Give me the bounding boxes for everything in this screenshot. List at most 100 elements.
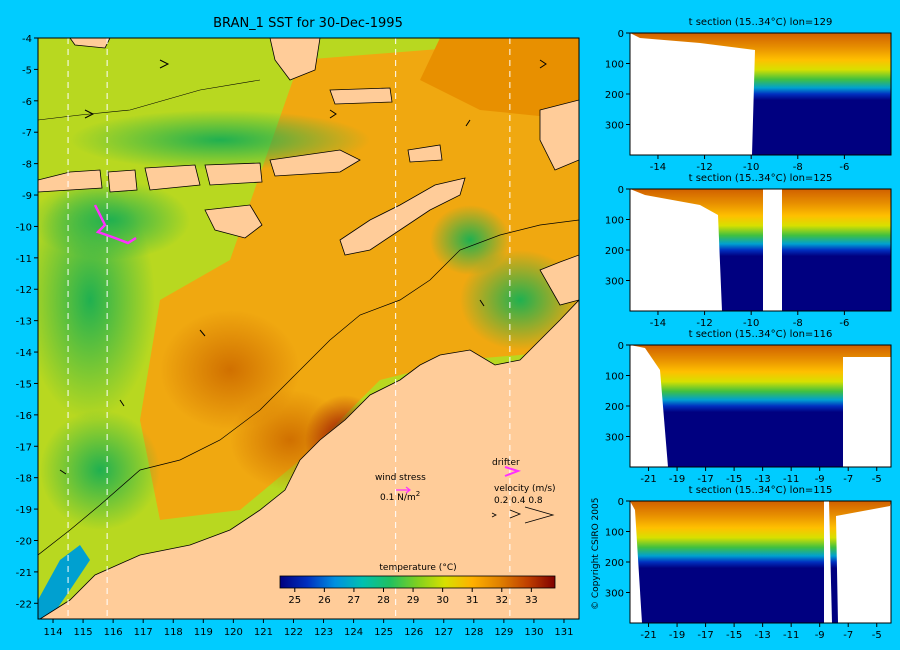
map-frame — [37, 37, 580, 620]
map-x-tick-label: 120 — [224, 627, 243, 638]
section-panel-2: t section (15..34°C) lon=125 -14 -12 -10 -8 -… — [605, 173, 892, 329]
map-x-tick-label: 126 — [404, 627, 423, 638]
section-x-tick-label: -13 — [754, 474, 770, 485]
australia-land — [39, 299, 579, 619]
section-x-tick-label: -19 — [669, 474, 685, 485]
map-x-tick-label: 127 — [434, 627, 453, 638]
section-x-tick-label: -14 — [650, 318, 666, 329]
section-seafloor-gap — [843, 357, 891, 467]
map-y-tick-label: -18 — [16, 474, 32, 485]
map-y-tick-label: -5 — [22, 65, 32, 76]
map-y-tick-label: -21 — [16, 568, 32, 579]
section-seafloor-east — [836, 501, 891, 623]
section-x-tick-label: -7 — [843, 474, 853, 485]
cool-eddy-sw — [40, 410, 160, 530]
section-title: t section (15..34°C) lon=125 — [689, 173, 833, 184]
sst-map — [38, 38, 579, 619]
copyright-text: © Copyright CSIRO 2005 — [591, 498, 601, 610]
colorbar-title: temperature (°C) — [379, 563, 456, 573]
map-x-tick-label: 130 — [524, 627, 543, 638]
section-y-tick-label: 0 — [618, 29, 624, 40]
cool-eddy-nw — [38, 180, 190, 260]
map-x-axis: 114 115 116 117 118 119 120 121 122 123 124 125 126 1… — [43, 619, 574, 638]
map-y-tick-label: -20 — [16, 536, 32, 547]
north-warm-region — [420, 38, 579, 120]
section-x-tick-label: -12 — [696, 318, 712, 329]
north-island-2 — [329, 87, 393, 105]
drifter-label: drifter — [492, 458, 520, 468]
deep-contour — [38, 79, 261, 121]
java-island — [38, 169, 103, 193]
section-panel-1: t section (15..34°C) lon=129 -14 -12 -10 -8 -… — [605, 17, 892, 173]
section-x-tick-label: -9 — [815, 474, 825, 485]
section-seafloor — [630, 345, 668, 467]
section-x-tick-label: -11 — [783, 630, 799, 641]
map-x-tick-label: 129 — [494, 627, 513, 638]
cold-coastal-strip — [38, 545, 90, 619]
section-seafloor-gap — [763, 189, 782, 311]
map-x-tick-label: 121 — [254, 627, 273, 638]
drifter-track — [93, 204, 137, 245]
wind-stress-label: wind stress — [375, 473, 426, 483]
bay-cutout — [539, 254, 579, 306]
section-y-tick-label: 300 — [605, 433, 624, 444]
lombok-island — [144, 164, 201, 191]
map-x-tick-label: 128 — [464, 627, 483, 638]
east-islands — [539, 99, 579, 171]
section-y-tick-label: 0 — [618, 185, 624, 196]
section-seafloor — [630, 189, 722, 311]
section-y-tick-label: 200 — [605, 402, 624, 413]
timor-island — [339, 177, 466, 256]
north-island-1 — [69, 38, 111, 49]
map-y-tick-label: -13 — [16, 317, 32, 328]
section-panel-3: t section (15..34°C) lon=116 -21 -19 -17 -15… — [605, 329, 892, 485]
section-y-tick-label: 300 — [605, 589, 624, 600]
north-island-3 — [407, 144, 443, 163]
section-y-tick-label: 100 — [605, 216, 624, 227]
section-x-tick-label: -10 — [743, 318, 759, 329]
section-panels: t section (15..34°C) lon=129 -14 -12 -10 -8 -… — [605, 17, 892, 641]
sumbawa-island — [204, 162, 263, 186]
section-x-tick-label: -19 — [669, 630, 685, 641]
section-x-tick-label: -17 — [697, 630, 713, 641]
section-seafloor — [630, 501, 642, 623]
section-x-tick-label: -10 — [743, 162, 759, 173]
section-x-tick-label: -11 — [783, 474, 799, 485]
map-x-tick-label: 123 — [314, 627, 333, 638]
map-x-tick-label: 131 — [554, 627, 573, 638]
section-y-tick-label: 0 — [618, 497, 624, 508]
colorbar-tick-label: 32 — [495, 595, 508, 606]
section-x-tick-label: -6 — [839, 162, 849, 173]
section-title: t section (15..34°C) lon=115 — [689, 485, 833, 496]
map-x-tick-label: 117 — [134, 627, 153, 638]
section-x-tick-label: -12 — [696, 162, 712, 173]
section-y-tick-label: 100 — [605, 372, 624, 383]
map-y-tick-label: -7 — [22, 128, 32, 139]
section-title: t section (15..34°C) lon=116 — [689, 329, 833, 340]
section-x-tick-label: -14 — [650, 162, 666, 173]
map-y-tick-label: -22 — [16, 599, 32, 610]
section-x-tick-label: -13 — [754, 630, 770, 641]
section-x-tick-label: -8 — [793, 318, 803, 329]
wind-arrows — [59, 59, 547, 475]
velocity-values: 0.2 0.4 0.8 — [494, 496, 543, 506]
land — [38, 38, 579, 619]
map-x-tick-label: 125 — [374, 627, 393, 638]
section-x-tick-label: -9 — [815, 630, 825, 641]
section-seafloor-gap — [824, 501, 832, 623]
map-y-tick-label: -6 — [22, 97, 32, 108]
map-y-axis: -4 -5 -6 -7 -8 -9 -10 -11 -12 -13 -14 -15 -16 -17 -18 -… — [16, 34, 38, 610]
sumba-island — [204, 204, 263, 239]
section-y-tick-label: 300 — [605, 277, 624, 288]
wind-arrow-sample — [396, 486, 411, 494]
section-x-tick-label: -21 — [640, 630, 656, 641]
drifter-sample-icon — [504, 466, 522, 477]
section-y-tick-label: 200 — [605, 90, 624, 101]
section-panel-4: t section (15..34°C) lon=115 -21 -19 -17 -15… — [605, 485, 892, 641]
map-y-tick-label: -15 — [16, 379, 32, 390]
bali-island — [107, 169, 138, 193]
section-y-tick-label: 100 — [605, 60, 624, 71]
map-x-tick-label: 119 — [194, 627, 213, 638]
colorbar-tick-label: 28 — [377, 595, 390, 606]
